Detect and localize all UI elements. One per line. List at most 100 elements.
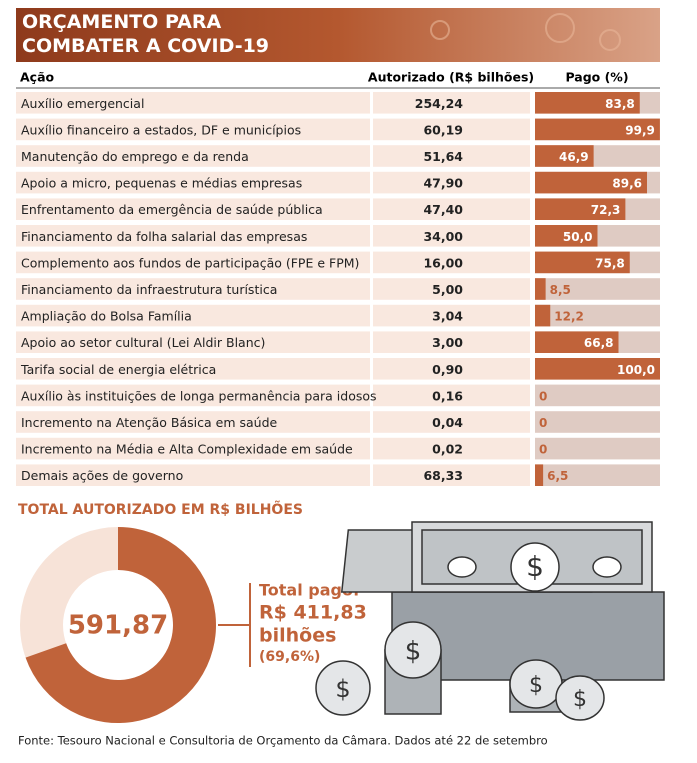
bar bbox=[535, 331, 619, 353]
row-band bbox=[16, 198, 370, 220]
bar-track bbox=[535, 437, 660, 460]
bar-track bbox=[535, 464, 660, 486]
action-label: Auxílio emergencial bbox=[21, 96, 144, 111]
authorized-value: 5,00 bbox=[432, 282, 463, 297]
row-band bbox=[373, 411, 530, 433]
title-box: ORÇAMENTO PARA COMBATER A COVID-19 bbox=[22, 11, 270, 57]
row-band bbox=[373, 118, 530, 141]
paid-amount: R$ 411,83 bbox=[259, 602, 367, 624]
action-label: Demais ações de governo bbox=[21, 468, 183, 483]
value-label: 46,9 bbox=[559, 150, 589, 164]
action-label: Incremento na Média e Alta Complexidade … bbox=[21, 442, 353, 457]
action-label: Ampliação do Bolsa Família bbox=[21, 309, 192, 324]
svg-text:$: $ bbox=[573, 687, 587, 712]
bar bbox=[535, 358, 660, 380]
action-label: Apoio a micro, pequenas e médias empresa… bbox=[21, 176, 302, 191]
authorized-value: 0,02 bbox=[432, 442, 463, 457]
row-band bbox=[16, 145, 370, 167]
bar bbox=[535, 171, 647, 194]
value-label: 6,5 bbox=[547, 469, 568, 483]
authorized-value: 254,24 bbox=[415, 96, 464, 111]
svg-text:$: $ bbox=[529, 673, 543, 698]
bar-track bbox=[535, 384, 660, 407]
row-band bbox=[373, 171, 530, 194]
value-label: 50,0 bbox=[563, 230, 593, 244]
row-band bbox=[373, 331, 530, 353]
action-label: Apoio ao setor cultural (Lei Aldir Blanc… bbox=[21, 335, 265, 350]
row-band bbox=[373, 251, 530, 274]
row-band bbox=[373, 384, 530, 407]
authorized-value: 0,16 bbox=[432, 388, 463, 403]
action-label: Tarifa social de energia elétrica bbox=[20, 362, 216, 377]
row-band bbox=[373, 358, 530, 380]
column-header: Pago (%) bbox=[565, 70, 628, 85]
column-header: Ação bbox=[20, 70, 55, 85]
authorized-value: 0,04 bbox=[432, 415, 463, 430]
value-label: 100,0 bbox=[617, 363, 655, 377]
action-label: Financiamento da folha salarial das empr… bbox=[21, 229, 307, 244]
row-band bbox=[16, 384, 370, 407]
bar-track bbox=[535, 304, 660, 327]
source: Fonte: Tesouro Nacional e Consultoria de… bbox=[18, 734, 548, 748]
row-band bbox=[373, 92, 530, 114]
value-label: 89,6 bbox=[612, 177, 642, 191]
row-band bbox=[16, 358, 370, 380]
row-band bbox=[373, 278, 530, 300]
authorized-value: 3,04 bbox=[432, 309, 463, 324]
svg-text:$: $ bbox=[405, 637, 422, 667]
row-band bbox=[16, 225, 370, 247]
money-illustration: $ $ $ $ $ bbox=[315, 521, 665, 721]
row-band bbox=[16, 437, 370, 460]
authorized-value: 60,19 bbox=[423, 122, 463, 137]
column-header: Autorizado (R$ bilhões) bbox=[368, 70, 534, 85]
action-label: Auxílio financeiro a estados, DF e munic… bbox=[21, 122, 301, 137]
row-band bbox=[373, 145, 530, 167]
row-band bbox=[16, 92, 370, 114]
value-label: 99,9 bbox=[625, 123, 655, 137]
donut-title: TOTAL AUTORIZADO EM R$ BILHÕES bbox=[18, 500, 303, 518]
bar bbox=[535, 251, 630, 274]
authorized-value: 0,90 bbox=[432, 362, 463, 377]
authorized-value: 68,33 bbox=[423, 468, 463, 483]
svg-text:$: $ bbox=[335, 675, 350, 703]
row-band bbox=[16, 171, 370, 194]
bar-track bbox=[535, 411, 660, 433]
value-label: 0 bbox=[539, 416, 547, 430]
paid-unit: bilhões bbox=[259, 625, 336, 647]
action-label: Complemento aos fundos de participação (… bbox=[21, 255, 359, 270]
bar-track bbox=[535, 278, 660, 300]
value-label: 75,8 bbox=[595, 256, 625, 270]
row-band bbox=[16, 304, 370, 327]
svg-text:$: $ bbox=[526, 550, 544, 583]
row-band bbox=[373, 464, 530, 486]
value-label: 0 bbox=[539, 389, 547, 403]
bar bbox=[535, 92, 640, 114]
authorized-value: 51,64 bbox=[423, 149, 463, 164]
value-label: 66,8 bbox=[584, 336, 614, 350]
bar bbox=[535, 278, 546, 300]
authorized-value: 3,00 bbox=[432, 335, 463, 350]
bar bbox=[535, 118, 660, 141]
row-band bbox=[373, 437, 530, 460]
authorized-value: 16,00 bbox=[423, 255, 463, 270]
value-label: 8,5 bbox=[550, 283, 571, 297]
donut bbox=[20, 527, 216, 724]
row-band bbox=[16, 251, 370, 274]
row-band bbox=[373, 225, 530, 247]
bar bbox=[535, 304, 551, 327]
action-label: Auxílio às instituições de longa permanê… bbox=[21, 388, 377, 403]
value-label: 0 bbox=[539, 443, 547, 457]
row-band bbox=[373, 198, 530, 220]
row-band bbox=[16, 464, 370, 486]
donut-total: 591,87 bbox=[68, 611, 168, 641]
authorized-value: 47,40 bbox=[423, 202, 463, 217]
row-band bbox=[16, 118, 370, 141]
title: ORÇAMENTO PARA COMBATER A COVID-19 bbox=[22, 11, 270, 57]
value-label: 83,8 bbox=[605, 97, 635, 111]
action-label: Financiamento da infraestrutura turístic… bbox=[21, 282, 277, 297]
row-band bbox=[16, 331, 370, 353]
row-band bbox=[16, 411, 370, 433]
action-label: Enfrentamento da emergência de saúde púb… bbox=[21, 202, 323, 217]
